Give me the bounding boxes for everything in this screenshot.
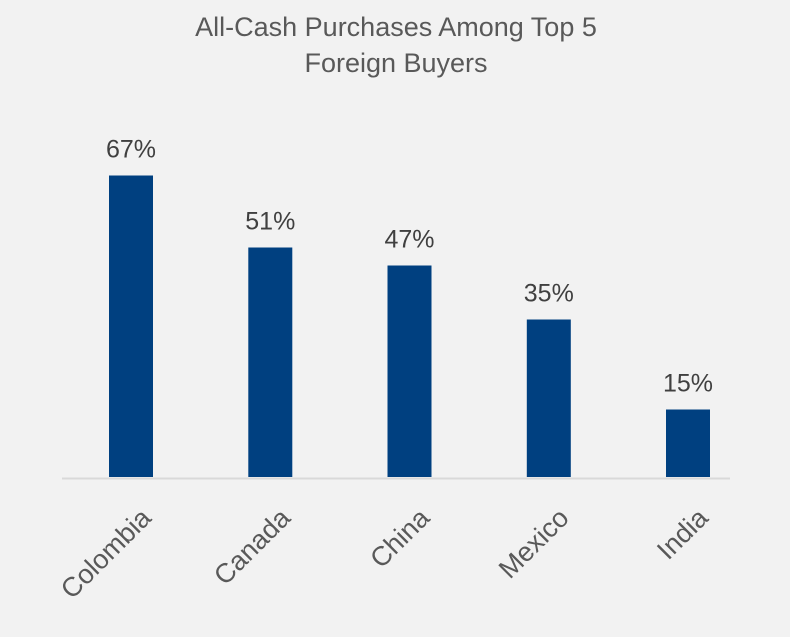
bar-mexico	[526, 319, 571, 477]
category-labels-layer: Colombia Canada China Mexico India	[55, 502, 715, 605]
chart-title-line-2: Foreign Buyers	[304, 48, 487, 78]
bar-china	[387, 265, 432, 477]
data-label-china: 47%	[384, 226, 434, 254]
bar-canada	[248, 247, 293, 477]
labels-layer: 67% 51% 47% 35% 15%	[106, 136, 713, 398]
chart-title-line-1: All-Cash Purchases Among Top 5	[195, 12, 597, 42]
data-label-colombia: 67%	[106, 136, 156, 164]
bars-layer	[109, 175, 710, 477]
bar-colombia	[109, 175, 153, 477]
category-label-canada: Canada	[208, 502, 297, 591]
bar-india	[666, 409, 710, 477]
category-label-india: India	[651, 502, 714, 565]
data-label-canada: 51%	[245, 208, 295, 236]
category-label-mexico: Mexico	[493, 503, 575, 585]
category-label-china: China	[364, 502, 436, 574]
data-label-india: 15%	[663, 370, 713, 398]
category-label-colombia: Colombia	[55, 502, 158, 605]
data-label-mexico: 35%	[524, 280, 574, 308]
